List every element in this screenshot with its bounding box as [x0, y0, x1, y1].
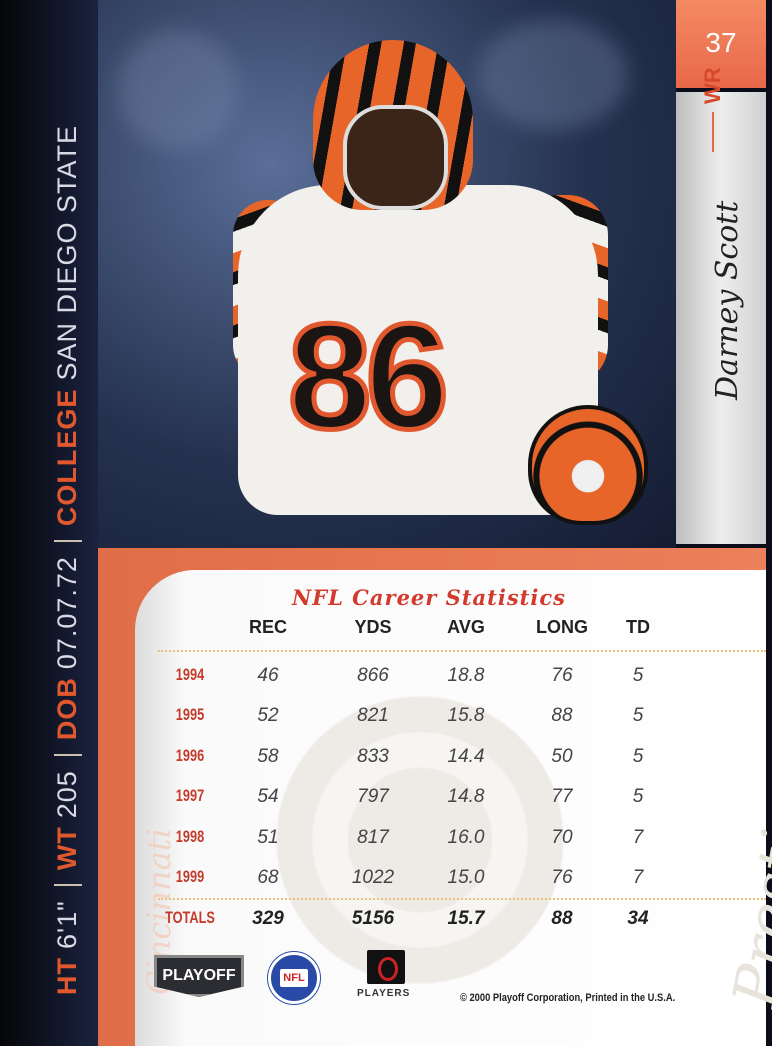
header-row: REC YDS AVG LONG TD — [150, 617, 750, 647]
tiger-watermark-icon — [255, 670, 585, 1010]
stats-title: NFL Career Statistics — [292, 585, 566, 610]
cell: 16.0 — [447, 826, 485, 848]
cell: 76 — [551, 867, 573, 888]
table-row: 1999 68 1022 15.0 76 7 — [150, 867, 750, 897]
col-header: YDS — [354, 617, 392, 637]
dotted-divider — [158, 898, 766, 900]
table-row: 1995 52 821 15.8 88 5 — [150, 705, 750, 735]
cell: 51 — [257, 826, 279, 848]
cell: 76 — [551, 665, 573, 686]
cell: 50 — [551, 745, 573, 767]
position-label: WR — [700, 67, 725, 104]
playoff-logo: PLAYOFF — [154, 955, 244, 997]
cell: 7 — [632, 826, 644, 848]
college: SAN DIEGO STATE — [52, 125, 82, 381]
cell: 1022 — [351, 867, 395, 888]
cell: 5 — [632, 705, 644, 727]
bengals-logo-icon — [528, 405, 648, 525]
table-row: 1997 54 797 14.8 77 5 — [150, 786, 750, 816]
players-logo-icon — [367, 950, 405, 984]
cell: 70 — [551, 826, 573, 848]
cell: 14.8 — [447, 786, 485, 808]
nfl-logo: NFL — [268, 952, 320, 1004]
cell: 52 — [257, 705, 279, 727]
cell: 7 — [632, 867, 644, 888]
bio-line: HT 6'1" WT 205 DOB 07.07.72 COLLEGE SAN … — [52, 125, 83, 995]
players-logo-text: PLAYERS — [357, 988, 411, 999]
cell: 88 — [551, 705, 573, 727]
cell: 821 — [357, 705, 389, 727]
cell: 15.7 — [447, 908, 485, 929]
divider — [53, 540, 82, 543]
ht-label: HT — [52, 957, 82, 995]
cell: 18.8 — [447, 665, 485, 686]
player-name: Darney Scott — [710, 200, 745, 400]
face — [343, 105, 448, 210]
crowd-blur — [118, 30, 238, 150]
divider — [712, 112, 714, 152]
cell: 833 — [357, 745, 389, 767]
cell: 797 — [357, 786, 389, 808]
player-photo: 86 — [98, 0, 676, 548]
cell: 5 — [632, 745, 644, 767]
wt-label: WT — [52, 826, 82, 871]
card-number: 37 — [676, 0, 766, 88]
cell: 88 — [551, 908, 573, 929]
cell: 329 — [252, 908, 284, 929]
dotted-divider — [158, 650, 766, 652]
cell: 77 — [551, 786, 573, 808]
position: WR — [700, 67, 726, 158]
dob: 07.07.72 — [52, 556, 82, 670]
year: 1997 — [175, 786, 205, 806]
totals-row: TOTALS 329 5156 15.7 88 34 — [150, 908, 750, 938]
cell: 866 — [357, 665, 389, 686]
col-header: AVG — [447, 617, 485, 637]
year: 1999 — [175, 867, 205, 886]
totals-label: TOTALS — [165, 908, 215, 927]
cell: 5 — [632, 665, 644, 686]
divider — [53, 884, 82, 887]
cell: 58 — [257, 745, 279, 767]
nfl-logo-text: NFL — [280, 969, 308, 987]
name-panel — [676, 92, 766, 544]
col-header: TD — [626, 617, 650, 637]
year: 1995 — [175, 705, 205, 725]
year: 1994 — [175, 665, 205, 684]
crowd-blur — [478, 20, 628, 130]
table-row: 1998 51 817 16.0 70 7 — [150, 827, 750, 857]
table-row: 1994 46 866 18.8 76 5 — [150, 665, 750, 695]
col-header: REC — [248, 617, 287, 637]
table-row: 1996 58 833 14.4 50 5 — [150, 746, 750, 776]
cell: 5 — [632, 786, 644, 808]
cell: 817 — [357, 826, 389, 848]
cell: 15.0 — [447, 867, 485, 888]
cell: 46 — [257, 665, 279, 686]
cell: 5156 — [351, 908, 395, 929]
copyright: © 2000 Playoff Corporation, Printed in t… — [460, 992, 676, 1004]
jersey-number: 86 — [286, 290, 452, 463]
cell: 14.4 — [447, 745, 485, 767]
dob-label: DOB — [52, 677, 82, 741]
cell: 54 — [257, 786, 279, 808]
college-label: COLLEGE — [52, 388, 82, 527]
cell: 68 — [257, 867, 279, 888]
weight: 205 — [52, 770, 82, 819]
year: 1998 — [175, 826, 205, 846]
col-header: LONG — [536, 617, 588, 637]
left-strip — [0, 0, 100, 1046]
height: 6'1" — [52, 900, 82, 949]
cell: 34 — [627, 908, 649, 929]
divider — [53, 754, 82, 757]
year: 1996 — [175, 745, 205, 765]
cell: 15.8 — [447, 705, 485, 727]
